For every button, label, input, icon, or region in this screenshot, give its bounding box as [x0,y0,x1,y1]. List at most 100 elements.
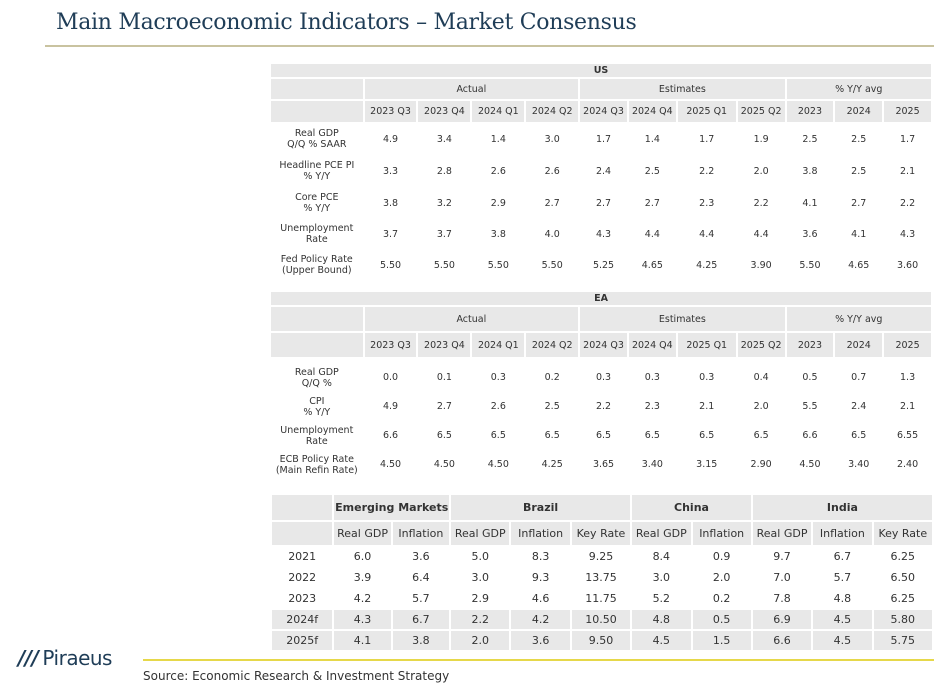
table-cell: 4.2 [334,589,391,608]
em-corner-cell [272,495,333,520]
us-period-1: 2023 Q4 [418,101,471,122]
table-cell: 7.0 [752,568,812,587]
table-cell: 9.50 [571,631,631,650]
table-row: Real GDP Q/Q % 0.0 0.1 0.3 0.2 0.3 0.3 0.3 0.4 0.5… [271,364,931,391]
table-cell: 4.3 [580,220,627,248]
table-cell: 1.4 [472,124,525,154]
table-cell: 1.7 [580,124,627,154]
table-cell: 2.4 [580,156,627,186]
table-cell: 3.8 [364,188,417,218]
table-cell: 2.1 [677,393,736,420]
table-cell: 0.2 [692,589,751,608]
emerging-markets-table: Emerging Markets Brazil China India Real… [270,493,934,652]
us-indicators-table: US Actual Estimates % Y/Y avg 2023 Q3 202… [269,62,933,282]
row-label-line1: CPI [309,395,325,407]
table-cell: 6.5 [526,422,579,449]
us-period-2: 2024 Q1 [472,101,525,122]
table-cell: 0.5 [692,610,751,629]
ea-yoy-group: % Y/Y avg [786,307,931,331]
us-estimates-group: Estimates [580,79,785,99]
us-period-header-row: 2023 Q3 2023 Q4 2024 Q1 2024 Q2 2024 Q3 2024 … [271,101,931,122]
em-column-header-row: Real GDP Inflation Real GDP Inflation Key Ra… [272,522,932,545]
table-cell: 6.0 [334,547,391,566]
ea-corner-cell [271,307,363,331]
ea-period-0: 2023 Q3 [364,333,417,357]
table-cell: 4.1 [835,220,883,248]
row-label-line1: Headline PCE PI [279,160,355,171]
ea-period-7: 2025 Q2 [737,333,785,357]
table-row: 2021 6.0 3.6 5.0 8.3 9.25 8.4 0.9 9.7 6.7 6.25 [272,547,932,566]
logo-text: Piraeus [42,646,112,670]
table-cell: 2.0 [737,156,785,186]
table-cell: 1.4 [628,124,676,154]
row-label-line1: Core PCE [295,192,339,203]
table-cell: 2.2 [580,393,627,420]
em-group-china: China [632,495,751,520]
em-group-emerging-markets: Emerging Markets [334,495,450,520]
table-cell: 4.1 [786,188,834,218]
table-cell: 5.0 [451,547,510,566]
table-cell: 4.3 [884,220,931,248]
table-cell: 4.65 [835,250,883,280]
table-cell: 2.2 [737,188,785,218]
em-year-cell: 2023 [272,589,333,608]
table-cell: 2.0 [737,393,785,420]
table-cell: 5.7 [392,589,450,608]
row-label-line2: Rate [305,234,328,245]
ea-period-8: 2023 [786,333,834,357]
table-cell: 2.0 [451,631,510,650]
table-cell: 2.9 [472,188,525,218]
table-cell: 6.50 [873,568,932,587]
table-cell: 5.75 [873,631,932,650]
table-cell: 2.1 [884,156,931,186]
table-cell: 2.2 [884,188,931,218]
table-cell: 4.50 [418,451,471,478]
ea-period-header-row: 2023 Q3 2023 Q4 2024 Q1 2024 Q2 2024 Q3 2024 … [271,333,931,357]
table-cell: 6.5 [835,422,883,449]
table-cell: 6.7 [392,610,450,629]
em-column-4: Key Rate [571,522,631,545]
em-column-3: Inflation [511,522,570,545]
table-cell: 2.6 [472,393,525,420]
table-cell: 6.7 [813,547,872,566]
ea-period-6: 2025 Q1 [677,333,736,357]
table-cell: 4.5 [632,631,691,650]
table-cell: 4.4 [677,220,736,248]
us-period-5: 2024 Q4 [628,101,676,122]
logo-mark: /// [18,646,39,670]
table-cell: 13.75 [571,568,631,587]
table-row: ECB Policy Rate (Main Refin Rate) 4.50 4.50… [271,451,931,478]
table-cell: 5.7 [813,568,872,587]
ea-period-corner [271,333,363,357]
table-cell: 6.5 [580,422,627,449]
table-cell: 6.25 [873,547,932,566]
table-cell: 3.6 [392,547,450,566]
table-cell: 3.3 [364,156,417,186]
table-cell: 3.7 [364,220,417,248]
row-label-line2: % Y/Y [303,171,331,182]
table-cell: 3.6 [511,631,570,650]
table-cell: 2.4 [835,393,883,420]
table-cell: 7.8 [752,589,812,608]
table-cell: 4.65 [628,250,676,280]
em-column-9: Key Rate [873,522,932,545]
row-label-line1: Fed Policy Rate [280,254,353,265]
row-label-line1: ECB Policy Rate [279,453,354,465]
table-row: 2024f 4.3 6.7 2.2 4.2 10.50 4.8 0.5 6.9 4.5 5.80 [272,610,932,629]
table-cell: 4.50 [472,451,525,478]
table-cell: 4.50 [364,451,417,478]
table-row: Headline PCE PI% Y/Y 3.3 2.8 2.6 2.6 2.4 2.5 2.… [271,156,931,186]
table-row: 2023 4.2 5.7 2.9 4.6 11.75 5.2 0.2 7.8 4.8 6.25 [272,589,932,608]
row-label-line2: Q/Q % SAAR [287,139,347,150]
table-cell: 8.4 [632,547,691,566]
table-cell: 6.4 [392,568,450,587]
ea-estimates-group: Estimates [580,307,785,331]
table-cell: 4.1 [334,631,391,650]
us-actual-group: Actual [364,79,579,99]
table-row: CPI% Y/Y 4.9 2.7 2.6 2.5 2.2 2.3 2.1 2.0 5.5 2.4 2.… [271,393,931,420]
table-cell: 3.9 [334,568,391,587]
table-cell: 9.7 [752,547,812,566]
table-cell: 6.55 [884,422,931,449]
table-cell: 5.5 [786,393,834,420]
table-cell: 1.9 [737,124,785,154]
